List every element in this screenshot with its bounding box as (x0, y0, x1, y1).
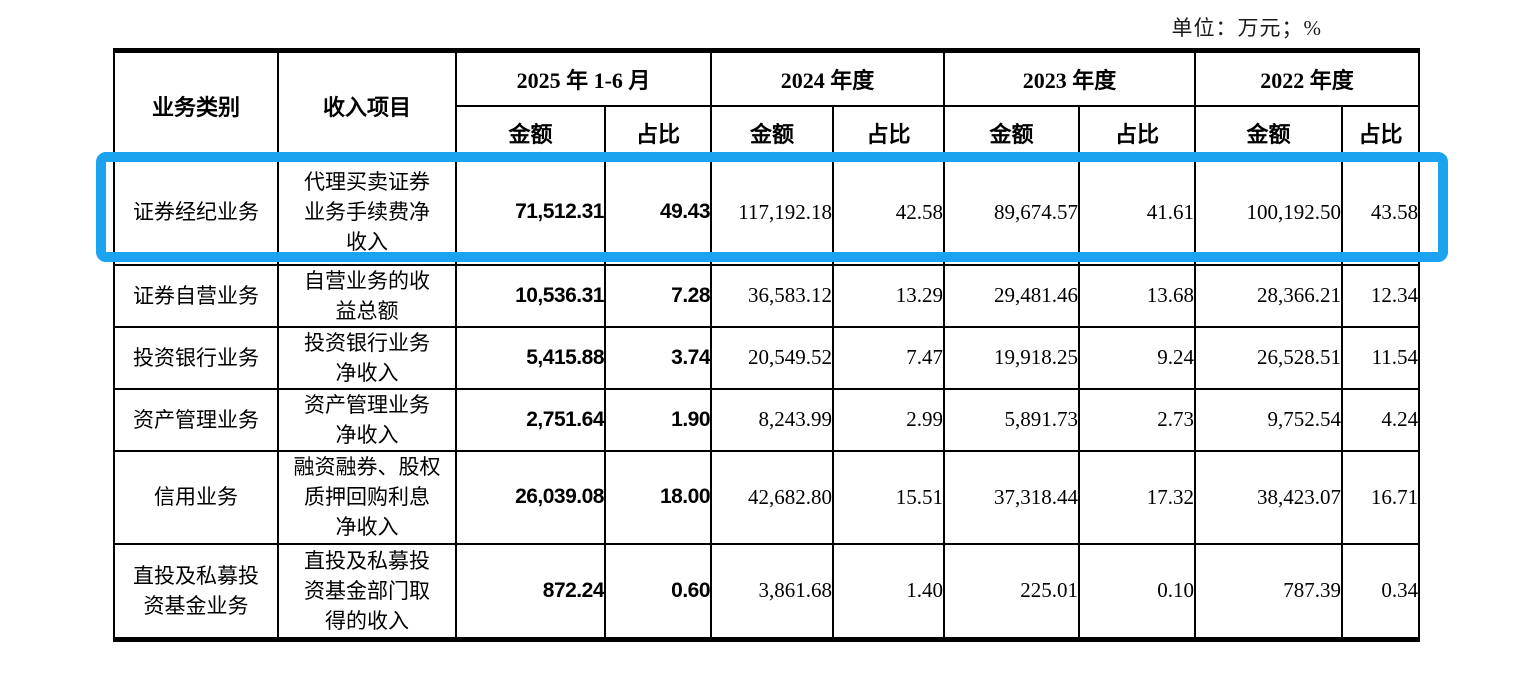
cell-amount-2025: 71,512.31 (455, 158, 606, 266)
cell-amount-2024: 117,192.18 (710, 158, 835, 266)
header-ratio-2023: 占比 (1078, 104, 1197, 161)
cell-business-type: 投资银行业务 (113, 325, 279, 390)
cell-ratio-2022: 43.58 (1341, 158, 1421, 266)
cell-amount-2023: 5,891.73 (943, 387, 1081, 452)
cell-ratio-2025: 3.74 (603, 325, 713, 390)
cell-amount-2024: 42,682.80 (710, 449, 835, 545)
header-amount-2022: 金额 (1194, 104, 1344, 161)
cell-amount-2025: 26,039.08 (455, 449, 606, 545)
header-period-2022: 2022 年度 (1194, 48, 1421, 107)
table-row-investment-banking: 投资银行业务 投资银行业务 净收入 5,415.88 3.74 20,549.5… (113, 325, 1421, 390)
cell-ratio-2025: 49.43 (603, 158, 713, 266)
cell-ratio-2025: 18.00 (603, 449, 713, 545)
header-amount-2024: 金额 (710, 104, 835, 161)
cell-income-item: 资产管理业务 净收入 (277, 387, 457, 452)
cell-amount-2024: 36,583.12 (710, 263, 835, 328)
cell-ratio-2022: 16.71 (1341, 449, 1421, 545)
table-row-brokerage: 证券经纪业务 代理买卖证券 业务手续费净 收入 71,512.31 49.43 … (113, 158, 1421, 266)
cell-ratio-2022: 12.34 (1341, 263, 1421, 328)
cell-amount-2024: 3,861.68 (710, 542, 835, 642)
cell-amount-2024: 8,243.99 (710, 387, 835, 452)
cell-ratio-2025: 7.28 (603, 263, 713, 328)
cell-ratio-2022: 11.54 (1341, 325, 1421, 390)
cell-ratio-2022: 0.34 (1341, 542, 1421, 642)
cell-business-type: 证券经纪业务 (113, 158, 279, 266)
cell-amount-2023: 225.01 (943, 542, 1081, 642)
cell-amount-2022: 28,366.21 (1194, 263, 1344, 328)
revenue-breakdown-table: 业务类别 收入项目 2025 年 1-6 月 2024 年度 2023 年度 2… (113, 48, 1421, 642)
cell-ratio-2023: 9.24 (1078, 325, 1197, 390)
header-period-2025: 2025 年 1-6 月 (454, 48, 713, 107)
table-row-credit: 信用业务 融资融券、股权 质押回购利息 净收入 26,039.08 18.00 … (113, 449, 1421, 545)
header-ratio-2022: 占比 (1341, 104, 1421, 161)
header-ratio-2025: 占比 (603, 104, 713, 161)
cell-ratio-2025: 1.90 (603, 387, 713, 452)
cell-ratio-2023: 17.32 (1078, 449, 1197, 545)
header-income-item: 收入项目 (277, 48, 457, 161)
cell-ratio-2025: 0.60 (603, 542, 713, 642)
cell-business-type: 直投及私募投 资基金业务 (113, 542, 279, 642)
header-row-periods: 业务类别 收入项目 2025 年 1-6 月 2024 年度 2023 年度 2… (113, 48, 1421, 161)
cell-income-item: 融资融券、股权 质押回购利息 净收入 (277, 449, 457, 545)
header-ratio-2024: 占比 (832, 104, 946, 161)
cell-ratio-2024: 1.40 (832, 542, 946, 642)
cell-ratio-2024: 13.29 (832, 263, 946, 328)
table-row-private-equity: 直投及私募投 资基金业务 直投及私募投 资基金部门取 得的收入 872.24 0… (113, 542, 1421, 642)
header-business-type: 业务类别 (113, 48, 279, 161)
cell-amount-2022: 9,752.54 (1194, 387, 1344, 452)
cell-amount-2023: 37,318.44 (943, 449, 1081, 545)
header-period-2024: 2024 年度 (710, 48, 946, 107)
header-amount-2023: 金额 (943, 104, 1081, 161)
cell-amount-2025: 2,751.64 (455, 387, 606, 452)
cell-amount-2025: 5,415.88 (455, 325, 606, 390)
cell-ratio-2023: 41.61 (1078, 158, 1197, 266)
cell-amount-2025: 872.24 (455, 542, 606, 642)
cell-business-type: 信用业务 (113, 449, 279, 545)
table-row-proprietary: 证券自营业务 自营业务的收 益总额 10,536.31 7.28 36,583.… (113, 263, 1421, 328)
cell-business-type: 证券自营业务 (113, 263, 279, 328)
cell-ratio-2023: 13.68 (1078, 263, 1197, 328)
cell-ratio-2023: 0.10 (1078, 542, 1197, 642)
cell-amount-2023: 19,918.25 (943, 325, 1081, 390)
header-amount-2025: 金额 (455, 104, 606, 161)
cell-income-item: 自营业务的收 益总额 (277, 263, 457, 328)
cell-amount-2022: 38,423.07 (1194, 449, 1344, 545)
unit-label: 单位：万元；% (1171, 16, 1322, 40)
cell-amount-2022: 100,192.50 (1194, 158, 1344, 266)
cell-amount-2022: 26,528.51 (1194, 325, 1344, 390)
cell-ratio-2022: 4.24 (1341, 387, 1421, 452)
cell-amount-2024: 20,549.52 (710, 325, 835, 390)
cell-ratio-2024: 15.51 (832, 449, 946, 545)
cell-amount-2023: 29,481.46 (943, 263, 1081, 328)
cell-ratio-2024: 42.58 (832, 158, 946, 266)
cell-amount-2025: 10,536.31 (455, 263, 606, 328)
cell-amount-2023: 89,674.57 (943, 158, 1081, 266)
table-row-asset-management: 资产管理业务 资产管理业务 净收入 2,751.64 1.90 8,243.99… (113, 387, 1421, 452)
header-period-2023: 2023 年度 (943, 48, 1197, 107)
cell-ratio-2023: 2.73 (1078, 387, 1197, 452)
cell-income-item: 代理买卖证券 业务手续费净 收入 (277, 158, 457, 266)
cell-income-item: 投资银行业务 净收入 (277, 325, 457, 390)
cell-ratio-2024: 2.99 (832, 387, 946, 452)
cell-business-type: 资产管理业务 (113, 387, 279, 452)
cell-ratio-2024: 7.47 (832, 325, 946, 390)
cell-income-item: 直投及私募投 资基金部门取 得的收入 (277, 542, 457, 642)
cell-amount-2022: 787.39 (1194, 542, 1344, 642)
